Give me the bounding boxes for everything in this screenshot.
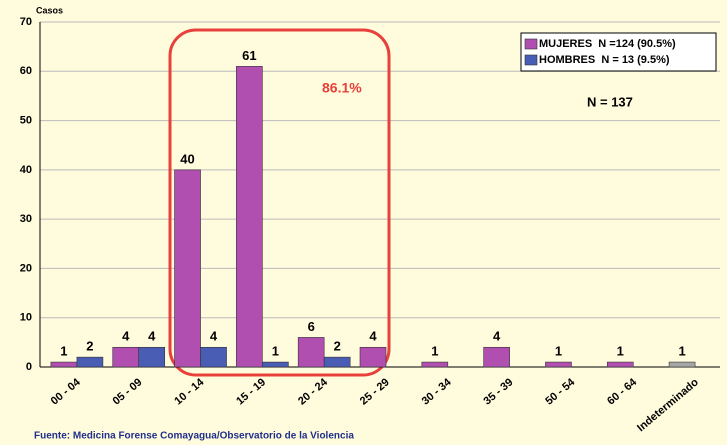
bar <box>359 346 387 368</box>
x-tick-label: 50 - 54 <box>543 376 578 408</box>
value-label: 61 <box>242 48 256 63</box>
value-label: 6 <box>308 319 315 334</box>
bar <box>483 346 510 368</box>
value-label: 4 <box>493 329 501 344</box>
value-label: 1 <box>678 344 685 359</box>
value-label: 1 <box>431 344 438 359</box>
bar <box>323 356 351 368</box>
value-label: 4 <box>122 329 130 344</box>
value-label: 1 <box>60 344 67 359</box>
y-axis-label: Casos <box>36 5 63 15</box>
x-tick-label: 00 - 04 <box>49 376 84 408</box>
y-tick-label: 60 <box>20 65 32 77</box>
bar <box>50 361 78 368</box>
y-tick-label: 70 <box>20 16 32 28</box>
legend-label: MUJERES N =124 (90.5%) <box>539 38 676 50</box>
x-tick-label: 60 - 64 <box>605 376 640 408</box>
legend-label: HOMBRES N = 13 (9.5%) <box>539 54 670 66</box>
value-label: 1 <box>617 344 624 359</box>
source: Fuente: Medicina Forense Comayagua/Obser… <box>34 431 354 442</box>
y-tick-label: 50 <box>20 114 32 126</box>
value-label: 1 <box>555 344 562 359</box>
bar <box>174 169 201 368</box>
bar <box>297 337 325 368</box>
value-label: 4 <box>210 329 218 344</box>
highlight-box <box>168 28 391 377</box>
x-tick-label: 10 - 14 <box>172 376 207 408</box>
annotation: 86.1% <box>322 80 362 96</box>
bar <box>138 346 166 368</box>
bar <box>421 361 449 368</box>
x-tick-label: 05 - 09 <box>111 376 145 407</box>
bar <box>606 361 634 368</box>
y-tick-label: 0 <box>26 361 32 373</box>
value-label: 2 <box>334 339 341 354</box>
x-tick-label: 35 - 39 <box>481 376 515 407</box>
value-label: 4 <box>369 329 377 344</box>
bar <box>200 346 227 368</box>
bar <box>668 361 696 368</box>
value-label: 40 <box>180 151 194 166</box>
bar <box>236 66 263 368</box>
y-tick-label: 10 <box>20 312 32 324</box>
legend: MUJERES N =124 (90.5%) HOMBRES N = 13 (9.… <box>520 32 717 72</box>
y-tick-label: 20 <box>20 262 32 274</box>
value-label: 2 <box>86 339 93 354</box>
y-tick-label: 30 <box>20 213 32 225</box>
legend-swatch <box>524 38 538 50</box>
x-tick-label: Indeterminado <box>635 376 701 434</box>
x-tick-label: 25 - 29 <box>358 376 392 407</box>
bar <box>545 361 572 368</box>
x-tick-label: 20 - 24 <box>296 376 331 408</box>
bar <box>76 356 104 368</box>
value-label: 4 <box>148 329 156 344</box>
x-tick-label: 30 - 34 <box>420 376 455 408</box>
y-tick-label: 40 <box>20 164 32 176</box>
annotation: N = 137 <box>587 94 633 109</box>
value-label: 1 <box>272 344 279 359</box>
bar <box>112 346 140 368</box>
legend-swatch <box>524 54 538 66</box>
x-tick-label: 15 - 19 <box>234 376 268 407</box>
bar <box>262 361 289 368</box>
legend-box <box>520 32 717 72</box>
